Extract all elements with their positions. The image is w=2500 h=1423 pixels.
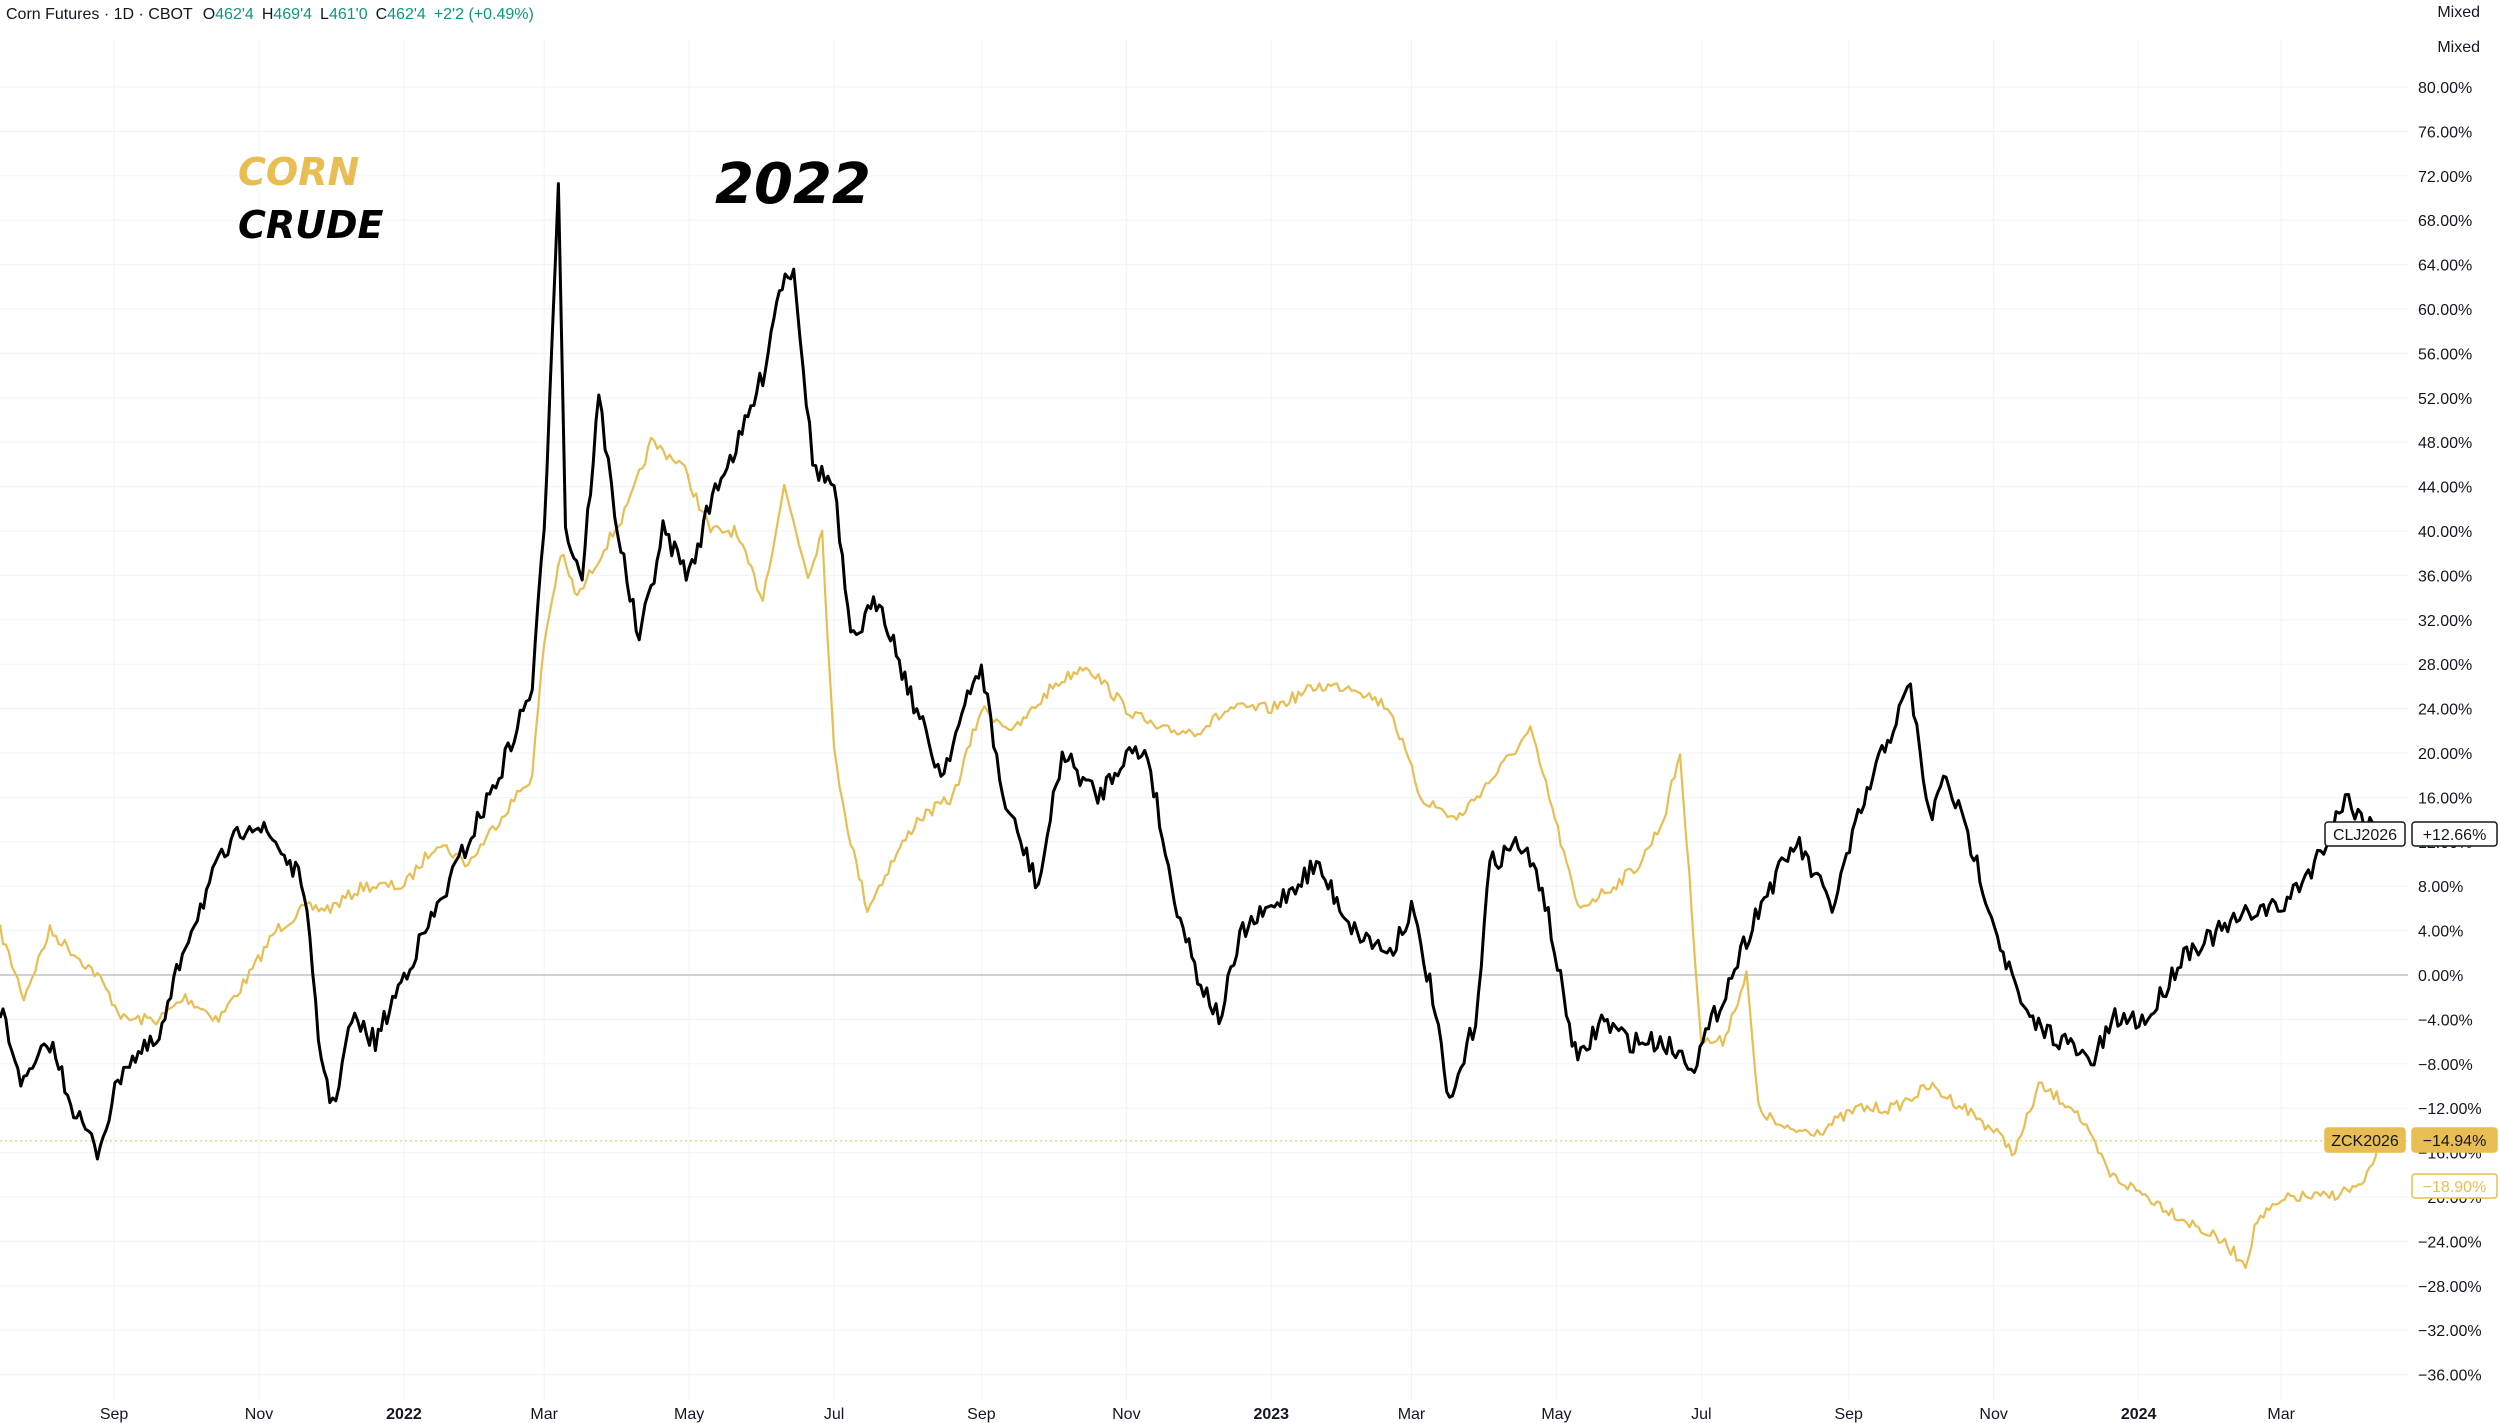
y-tick-label: −8.00% [2418,1057,2473,1074]
x-tick-label: Nov [1112,1406,1140,1423]
x-tick-label: 2024 [2121,1406,2157,1423]
series-name-tag-crude: CLJ2026 [2324,821,2406,847]
time-axis[interactable]: Sep Nov 2022 Mar May Jul Sep Nov 2023 Mar May Jul Se… [100,1406,2296,1423]
y-tick-label: −36.00% [2418,1368,2482,1385]
svg-text:CLJ2026: CLJ2026 [2333,827,2397,844]
y-tick-label: 4.00% [2418,924,2463,941]
last-value-crude: +12.66% [2411,821,2498,847]
annotation-2022: 2022 [715,152,871,217]
y-tick-label: 56.00% [2418,346,2472,363]
x-tick-label: May [1541,1406,1571,1423]
y-tick-label: 24.00% [2418,702,2472,719]
svg-text:ZCK2026: ZCK2026 [2331,1133,2399,1150]
y-tick-label: 68.00% [2418,213,2472,230]
change-value: +2'2 (+0.49%) [433,6,534,23]
y-tick-label: 20.00% [2418,746,2472,763]
x-tick-label: Sep [1834,1406,1863,1423]
y-tick-label: −24.00% [2418,1234,2482,1251]
y-tick-label: −28.00% [2418,1279,2482,1296]
annotation-corn: CORN [238,150,359,194]
y-tick-label: 16.00% [2418,790,2472,807]
price-axis[interactable]: 80.00% 76.00% 72.00% 68.00% 64.00% 60.00% 56.0… [2418,80,2482,1385]
x-tick-label: 2022 [386,1406,422,1423]
last-value-corn-secondary: −18.90% [2411,1173,2498,1199]
high-value: 469'4 [273,6,313,23]
y-tick-label: 80.00% [2418,80,2472,97]
y-tick-label: 48.00% [2418,435,2472,452]
y-tick-label: 0.00% [2418,968,2463,985]
x-tick-label: Nov [245,1406,273,1423]
series-zck2026 [0,436,2382,1269]
x-tick-label: Mar [1398,1406,1426,1423]
close-value: 462'4 [387,6,426,23]
y-tick-label: −4.00% [2418,1012,2473,1029]
scale-mode-second[interactable]: Mixed [2437,39,2480,56]
symbol-header: Corn Futures · 1D · CBOT O 462'4 H 469'4 L… [6,4,534,26]
y-tick-label: 8.00% [2418,879,2463,896]
y-tick-label: −32.00% [2418,1323,2482,1340]
last-value-labels: CLJ2026 +12.66% ZCK2026 −14.94% −18.90% [2324,821,2498,1199]
series-line [0,182,2383,1161]
open-label: O [202,6,216,23]
close-label: C [375,6,388,23]
scale-mode-top[interactable]: Mixed [2437,4,2480,21]
y-tick-label: 28.00% [2418,657,2472,674]
open-value: 462'4 [215,6,254,23]
y-tick-label: 60.00% [2418,302,2472,319]
svg-text:+12.66%: +12.66% [2423,827,2487,844]
y-tick-label: 64.00% [2418,258,2472,275]
y-tick-label: 76.00% [2418,124,2472,141]
x-tick-label: 2023 [1253,1406,1289,1423]
y-tick-label: 40.00% [2418,524,2472,541]
svg-text:−14.94%: −14.94% [2423,1133,2487,1150]
high-label: H [261,6,274,23]
annotation-crude: CRUDE [238,203,384,247]
x-tick-label: Mar [530,1406,558,1423]
x-tick-label: May [674,1406,704,1423]
low-value: 461'0 [328,6,368,23]
y-tick-label: 36.00% [2418,568,2472,585]
chart-annotations: CORN CRUDE 2022 [238,150,871,247]
x-tick-label: Mar [2267,1406,2295,1423]
series-line [0,436,2382,1269]
symbol-title[interactable]: Corn Futures · 1D · CBOT [6,6,193,23]
x-tick-label: Jul [1691,1406,1711,1423]
zero-line [0,974,2408,1142]
x-tick-label: Sep [967,1406,996,1423]
y-tick-label: −12.00% [2418,1101,2482,1118]
series-layer [0,182,2383,1269]
y-tick-label: 72.00% [2418,169,2472,186]
last-value-corn: −14.94% [2411,1127,2498,1153]
grid-lines [0,40,2408,1400]
x-tick-label: Nov [1979,1406,2007,1423]
series-name-tag-corn: ZCK2026 [2324,1127,2406,1153]
series-clj2026 [0,182,2383,1161]
x-tick-label: Sep [100,1406,129,1423]
x-tick-label: Jul [824,1406,844,1423]
y-tick-label: 32.00% [2418,613,2472,630]
y-tick-label: 52.00% [2418,391,2472,408]
low-label: L [320,6,329,23]
svg-text:−18.90%: −18.90% [2423,1179,2487,1196]
y-tick-label: 44.00% [2418,480,2472,497]
